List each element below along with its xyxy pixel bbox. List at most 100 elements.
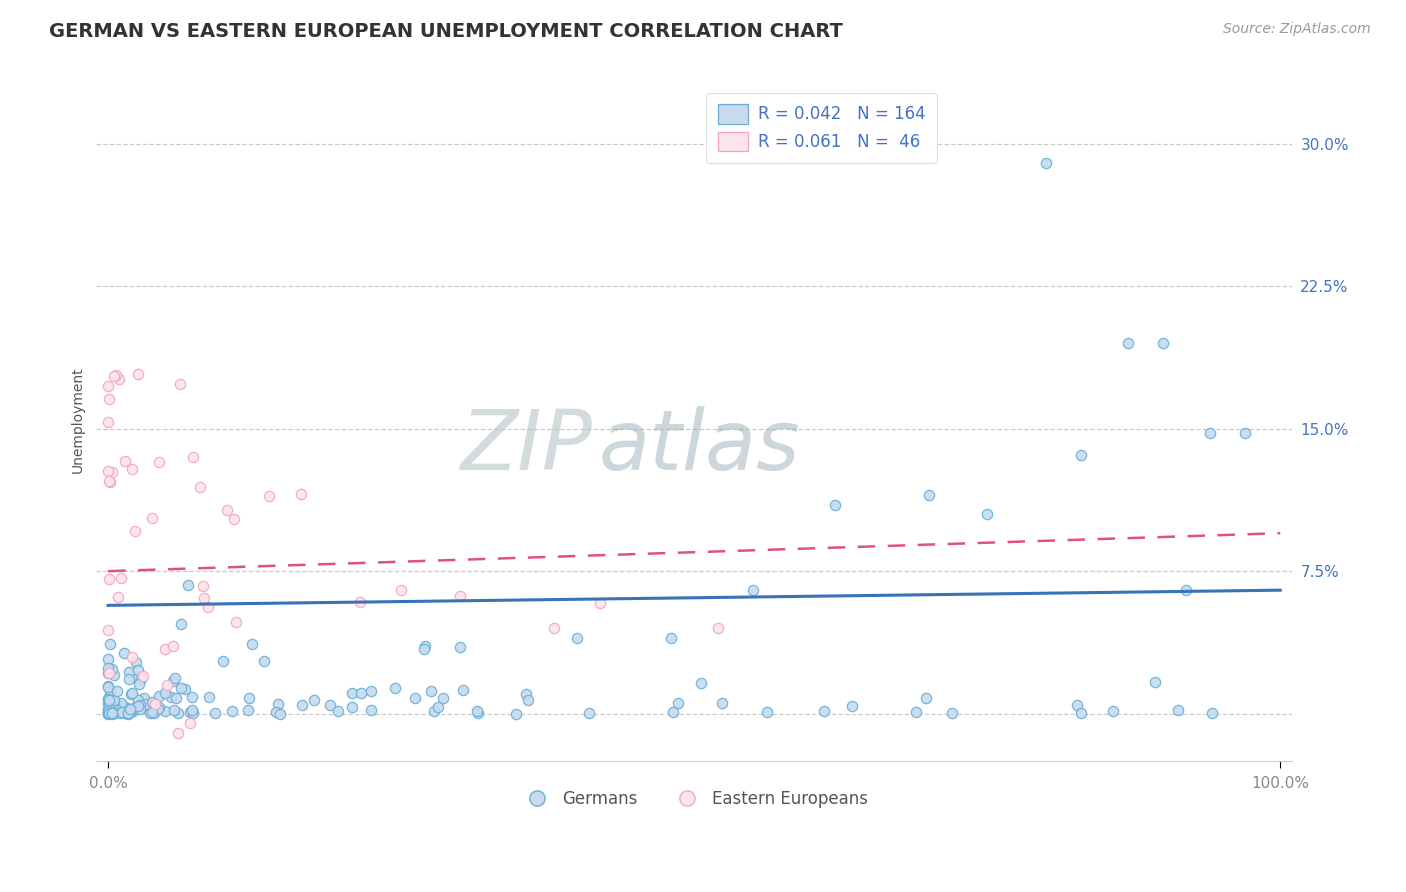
- Point: [465, 705, 488, 719]
- Point: [103, 706, 125, 720]
- Point: [384, 681, 406, 696]
- Point: [127, 663, 149, 677]
- Point: [1066, 698, 1088, 712]
- Point: [291, 698, 314, 713]
- Point: [451, 682, 474, 697]
- Point: [115, 700, 138, 714]
- Point: [132, 668, 155, 682]
- Y-axis label: Unemployment: Unemployment: [72, 366, 86, 473]
- Point: [225, 615, 247, 629]
- Point: [98, 706, 121, 720]
- Point: [179, 716, 201, 731]
- Point: [142, 706, 165, 721]
- Text: GERMAN VS EASTERN EUROPEAN UNEMPLOYMENT CORRELATION CHART: GERMAN VS EASTERN EUROPEAN UNEMPLOYMENT …: [49, 22, 844, 41]
- Point: [115, 706, 138, 721]
- Point: [1116, 336, 1139, 351]
- Point: [505, 706, 527, 721]
- Point: [100, 698, 122, 712]
- Point: [269, 706, 291, 721]
- Point: [212, 655, 235, 669]
- Point: [449, 640, 471, 654]
- Point: [706, 621, 728, 635]
- Point: [141, 706, 163, 720]
- Point: [104, 368, 127, 382]
- Point: [904, 705, 927, 719]
- Point: [110, 571, 132, 585]
- Point: [302, 692, 325, 706]
- Point: [193, 591, 215, 606]
- Point: [125, 655, 148, 669]
- Point: [221, 705, 243, 719]
- Point: [1167, 703, 1189, 717]
- Point: [112, 698, 135, 713]
- Point: [117, 706, 139, 721]
- Point: [204, 706, 226, 720]
- Point: [111, 705, 134, 719]
- Point: [127, 699, 149, 714]
- Point: [128, 699, 150, 714]
- Point: [118, 705, 141, 719]
- Point: [108, 703, 131, 717]
- Point: [97, 704, 120, 718]
- Point: [121, 462, 143, 476]
- Point: [813, 704, 835, 718]
- Point: [360, 683, 382, 698]
- Point: [103, 368, 125, 383]
- Point: [181, 690, 204, 704]
- Point: [98, 474, 121, 488]
- Point: [98, 475, 121, 489]
- Point: [98, 690, 121, 705]
- Point: [1175, 583, 1198, 598]
- Point: [124, 524, 146, 539]
- Point: [238, 703, 260, 717]
- Point: [107, 371, 129, 385]
- Point: [139, 706, 162, 721]
- Point: [129, 698, 152, 712]
- Point: [711, 696, 734, 710]
- Point: [105, 684, 128, 698]
- Point: [101, 706, 124, 721]
- Point: [1201, 706, 1223, 721]
- Point: [976, 507, 998, 521]
- Point: [104, 700, 127, 714]
- Point: [114, 706, 136, 721]
- Point: [117, 706, 139, 720]
- Point: [419, 683, 441, 698]
- Point: [97, 666, 120, 681]
- Point: [238, 691, 260, 706]
- Point: [97, 680, 120, 694]
- Point: [155, 686, 177, 700]
- Point: [98, 665, 121, 680]
- Point: [177, 578, 200, 592]
- Point: [515, 687, 537, 701]
- Point: [163, 671, 186, 685]
- Point: [98, 683, 121, 698]
- Point: [98, 706, 121, 721]
- Point: [404, 690, 426, 705]
- Point: [101, 662, 124, 676]
- Point: [97, 692, 120, 706]
- Point: [841, 698, 863, 713]
- Point: [101, 696, 124, 710]
- Point: [115, 703, 138, 717]
- Point: [97, 696, 120, 710]
- Point: [121, 686, 143, 700]
- Point: [690, 676, 713, 690]
- Point: [97, 706, 120, 721]
- Point: [135, 697, 157, 711]
- Point: [103, 706, 125, 720]
- Text: atlas: atlas: [599, 406, 800, 487]
- Point: [141, 510, 163, 524]
- Point: [193, 579, 215, 593]
- Point: [98, 638, 121, 652]
- Point: [127, 367, 149, 381]
- Point: [449, 589, 471, 603]
- Point: [148, 699, 170, 714]
- Point: [350, 686, 373, 700]
- Point: [264, 705, 287, 719]
- Point: [97, 703, 120, 717]
- Point: [659, 631, 682, 645]
- Point: [188, 480, 211, 494]
- Point: [217, 503, 239, 517]
- Point: [97, 692, 120, 706]
